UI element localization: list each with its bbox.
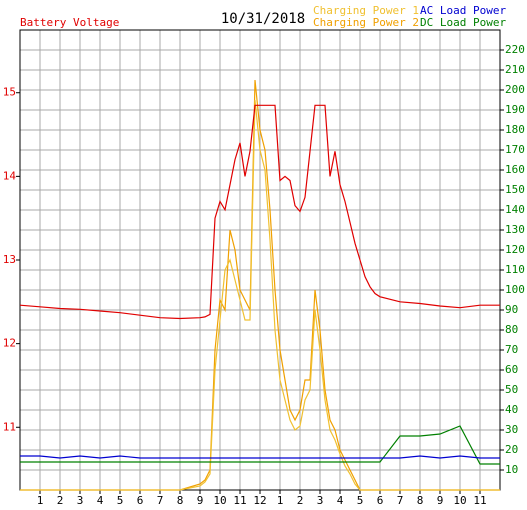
- series-line: [20, 99, 500, 491]
- y2-tick-label: 60: [505, 363, 518, 376]
- legend-label: AC Load Power: [420, 4, 506, 17]
- y2-tick-label: 130: [505, 223, 525, 236]
- y2-tick-label: 70: [505, 343, 518, 356]
- x-tick-label: 11: [233, 494, 246, 507]
- x-tick-label: 10: [453, 494, 466, 507]
- legend-label: Charging Power 1: [313, 4, 419, 17]
- legend-label: Battery Voltage: [20, 16, 119, 29]
- x-tick-label: 12: [253, 494, 266, 507]
- plot-frame: [19, 29, 501, 491]
- y2-tick-label: 10: [505, 463, 518, 476]
- y2-tick-label: 110: [505, 263, 525, 276]
- series-line: [19, 104, 500, 320]
- legend-label: DC Load Power: [420, 16, 506, 29]
- x-tick-label: 10: [213, 494, 226, 507]
- x-tick-label: 1: [37, 494, 44, 507]
- x-tick-label: 2: [57, 494, 64, 507]
- x-tick-label: 5: [357, 494, 364, 507]
- y2-tick-label: 200: [505, 83, 525, 96]
- x-tick-label: 7: [397, 494, 404, 507]
- y2-tick-label: 160: [505, 163, 525, 176]
- y2-tick-label: 40: [505, 403, 518, 416]
- legend-label: Charging Power 2: [313, 16, 419, 29]
- y2-tick-label: 140: [505, 203, 525, 216]
- y2-tick-label: 100: [505, 283, 525, 296]
- y2-tick-label: 50: [505, 383, 518, 396]
- y-tick-label: 12: [3, 337, 16, 350]
- y2-tick-label: 170: [505, 143, 525, 156]
- y2-tick-label: 210: [505, 63, 525, 76]
- x-tick-label: 2: [297, 494, 304, 507]
- x-tick-label: 11: [473, 494, 486, 507]
- x-tick-label: 1: [277, 494, 284, 507]
- y2-tick-label: 220: [505, 43, 525, 56]
- x-tick-label: 9: [197, 494, 204, 507]
- x-tick-label: 6: [137, 494, 144, 507]
- y-tick-label: 11: [3, 420, 16, 433]
- x-tick-label: 6: [377, 494, 384, 507]
- x-tick-label: 3: [317, 494, 324, 507]
- y-tick-label: 15: [3, 86, 16, 99]
- x-tick-label: 5: [117, 494, 124, 507]
- y2-tick-label: 180: [505, 123, 525, 136]
- y2-tick-label: 90: [505, 303, 518, 316]
- x-tick-label: 4: [97, 494, 104, 507]
- y2-tick-label: 120: [505, 243, 525, 256]
- x-tick-label: 8: [417, 494, 424, 507]
- y-tick-label: 14: [3, 169, 17, 182]
- y2-tick-label: 30: [505, 423, 518, 436]
- x-tick-label: 7: [157, 494, 164, 507]
- y2-tick-label: 80: [505, 323, 518, 336]
- x-tick-label: 8: [177, 494, 184, 507]
- series-line: [20, 455, 500, 459]
- x-tick-label: 3: [77, 494, 84, 507]
- series-line: [20, 425, 500, 465]
- x-tick-label: 4: [337, 494, 344, 507]
- y-tick-label: 13: [3, 253, 16, 266]
- chart-title: 10/31/2018: [221, 11, 305, 27]
- y2-tick-label: 190: [505, 103, 525, 116]
- y2-tick-label: 20: [505, 443, 518, 456]
- x-tick-label: 9: [437, 494, 444, 507]
- y2-tick-label: 150: [505, 183, 525, 196]
